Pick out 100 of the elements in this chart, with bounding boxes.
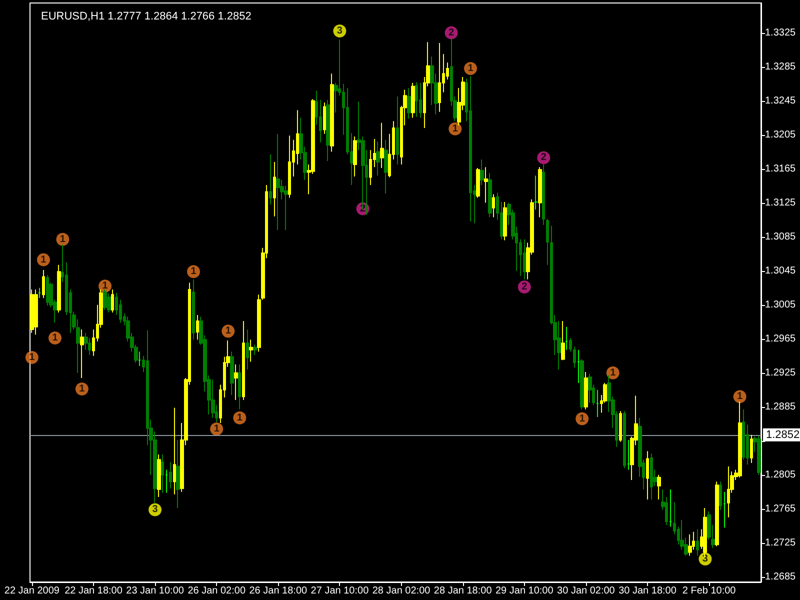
text: 1 bbox=[610, 367, 616, 378]
candlestick bbox=[330, 73, 334, 152]
candlestick bbox=[584, 371, 588, 410]
candlestick bbox=[103, 289, 107, 310]
candlestick bbox=[669, 488, 672, 528]
candlestick bbox=[750, 434, 753, 464]
x-tick-label: 23 Jan 10:00 bbox=[126, 586, 184, 596]
candlestick bbox=[538, 166, 542, 218]
y-tick-label: 1.3165 bbox=[765, 163, 796, 174]
text: 3 bbox=[336, 26, 342, 37]
x-tick-label: 27 Jan 10:00 bbox=[310, 586, 370, 596]
text: 1 bbox=[452, 123, 458, 134]
candlestick bbox=[253, 344, 257, 356]
text: 2 bbox=[448, 27, 454, 38]
candlestick bbox=[246, 328, 249, 370]
candlestick bbox=[38, 287, 41, 299]
series-label: 1 bbox=[468, 62, 474, 74]
candlestick bbox=[273, 161, 276, 217]
y-tick-label: 1.2885 bbox=[765, 401, 796, 412]
candlestick bbox=[211, 379, 215, 418]
candlestick bbox=[619, 410, 622, 442]
candlestick bbox=[326, 99, 330, 162]
text: 1 bbox=[60, 234, 66, 245]
candlestick bbox=[542, 164, 545, 226]
candlestick bbox=[742, 408, 745, 460]
x-tick-label: 30 Jan 18:00 bbox=[618, 586, 677, 596]
candlestick bbox=[688, 534, 692, 556]
candlestick bbox=[161, 454, 164, 494]
x-tick-label: 28 Jan 02:00 bbox=[372, 586, 431, 596]
candlestick bbox=[492, 194, 495, 218]
candlestick bbox=[696, 528, 699, 556]
candlestick bbox=[565, 326, 568, 350]
candlestick bbox=[276, 133, 280, 231]
candlestick bbox=[646, 450, 649, 500]
candlestick bbox=[323, 102, 326, 134]
y-tick-label: 1.3045 bbox=[765, 265, 796, 276]
text: 1 bbox=[79, 384, 85, 394]
candlestick bbox=[534, 175, 538, 210]
x-tick-label: 28 Jan 18:00 bbox=[434, 586, 492, 596]
text: 3 bbox=[152, 504, 158, 516]
y-tick-label: 1.3285 bbox=[765, 61, 796, 72]
candlestick bbox=[384, 139, 388, 194]
y-tick-label: 1.3245 bbox=[765, 95, 796, 106]
candlestick bbox=[169, 462, 172, 489]
candlestick bbox=[242, 320, 245, 401]
candlestick bbox=[738, 401, 742, 478]
candlestick bbox=[723, 491, 726, 528]
candlestick bbox=[588, 373, 592, 404]
text: 1 bbox=[40, 254, 46, 266]
candlestick bbox=[476, 167, 480, 198]
ref-line-label: 1.2852 bbox=[766, 428, 800, 441]
x-tick-label: 26 Jan 02:00 bbox=[188, 586, 246, 596]
candlestick bbox=[230, 351, 234, 396]
candlestick bbox=[719, 481, 722, 510]
candlestick bbox=[249, 339, 253, 362]
candlestick bbox=[30, 289, 34, 334]
x-tick-label: 30 Jan 02:00 bbox=[557, 586, 616, 596]
candlestick bbox=[480, 158, 484, 186]
y-tick-label: 1.3085 bbox=[765, 231, 796, 242]
y-tick-label: 1.3125 bbox=[765, 197, 796, 208]
candlestick bbox=[623, 410, 626, 469]
y-tick-label: 1.2685 bbox=[765, 571, 796, 582]
candlestick bbox=[80, 328, 84, 378]
candlestick bbox=[627, 440, 630, 470]
candlestick bbox=[415, 82, 418, 118]
x-tick-label: 22 Jan 18:00 bbox=[64, 586, 123, 596]
candlestick bbox=[396, 96, 399, 166]
candlestick bbox=[484, 166, 488, 204]
text: 1 bbox=[225, 326, 231, 337]
text: 1 bbox=[236, 412, 242, 424]
candlestick bbox=[715, 481, 719, 547]
text: 1 bbox=[102, 280, 108, 292]
candlestick bbox=[561, 320, 565, 361]
candlestick bbox=[469, 76, 472, 222]
text: 1 bbox=[190, 266, 196, 278]
candlestick bbox=[57, 264, 61, 313]
text: EURUSD,H1 1.2777 1.2864 1.2766 1.2852 bbox=[41, 10, 252, 22]
candlestick bbox=[376, 141, 380, 176]
candlestick bbox=[577, 349, 580, 384]
series-label: 2 bbox=[540, 152, 547, 164]
candlestick bbox=[411, 82, 415, 118]
candlestick bbox=[407, 88, 411, 120]
candlestick bbox=[269, 154, 272, 205]
candlestick bbox=[757, 435, 761, 476]
text: 1 bbox=[737, 391, 743, 402]
candlestick bbox=[107, 293, 111, 313]
candlestick bbox=[34, 289, 38, 336]
y-tick-label: 1.3205 bbox=[765, 129, 796, 140]
x-tick-label: 2 Feb 10:00 bbox=[682, 586, 736, 596]
y-tick-label: 1.2765 bbox=[765, 503, 796, 514]
candlestick bbox=[353, 136, 357, 177]
candlestick bbox=[46, 274, 49, 306]
candlestick bbox=[580, 358, 584, 410]
candlestick bbox=[288, 135, 291, 198]
candlestick bbox=[569, 337, 572, 352]
x-tick-label: 26 Jan 18:00 bbox=[249, 586, 308, 596]
candlestick bbox=[42, 269, 45, 299]
candlestick bbox=[196, 314, 199, 340]
candlestick bbox=[523, 238, 526, 280]
candlestick bbox=[503, 201, 507, 241]
